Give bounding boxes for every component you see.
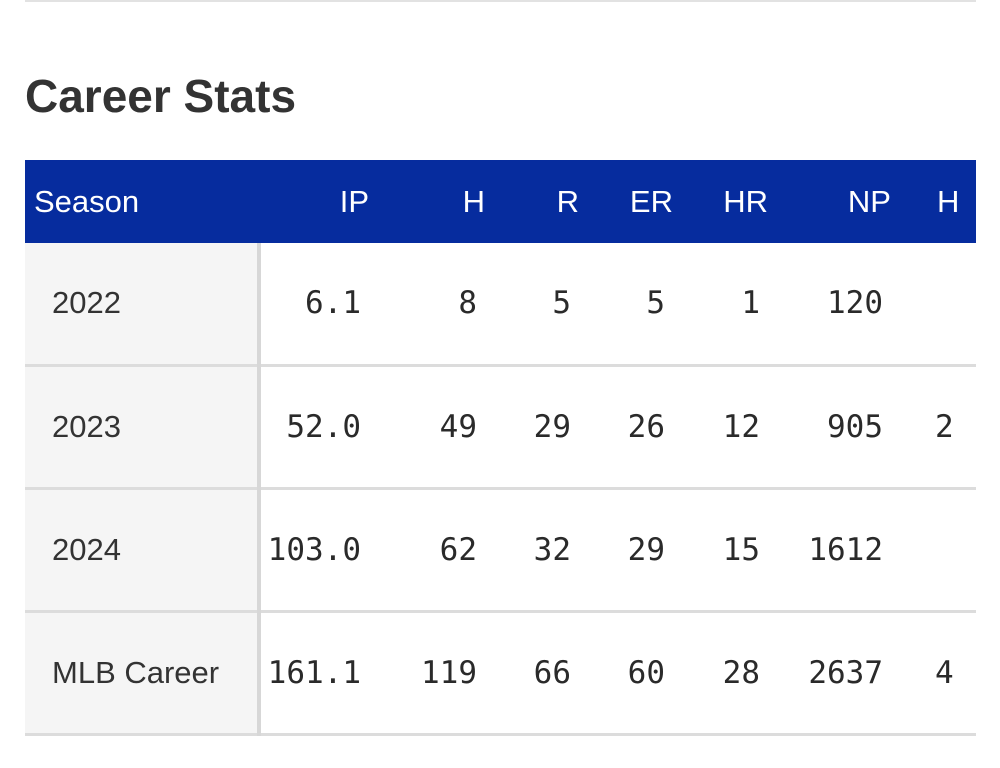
ip-cell: 103.0 <box>267 531 361 568</box>
column-header-hr[interactable]: HR <box>723 183 768 219</box>
table-header-row: Season IP H R ER HR NP H <box>25 160 976 243</box>
column-header-ip[interactable]: IP <box>339 183 369 219</box>
hr-cell: 12 <box>722 408 760 445</box>
table-row: 2023 52.0 49 29 26 12 905 2 <box>25 365 976 488</box>
ip-cell: 161.1 <box>267 654 361 691</box>
h-cell: 49 <box>439 408 477 445</box>
hr-cell: 15 <box>722 531 760 568</box>
np-cell: 120 <box>827 285 883 322</box>
np-cell: 1612 <box>808 531 883 568</box>
er-cell: 26 <box>627 408 665 445</box>
np-cell: 2637 <box>808 654 883 691</box>
ip-cell: 52.0 <box>286 408 361 445</box>
truncated-cell: 2 <box>935 408 954 445</box>
table-row: 2024 103.0 62 32 29 15 1612 <box>25 488 976 611</box>
er-cell: 5 <box>646 285 665 322</box>
season-cell: 2023 <box>25 365 261 488</box>
column-header-er[interactable]: ER <box>629 183 673 219</box>
column-header-np[interactable]: NP <box>847 183 891 219</box>
column-header-truncated[interactable]: H <box>937 183 960 219</box>
r-cell: 66 <box>533 654 571 691</box>
er-cell: 29 <box>627 531 665 568</box>
column-header-r[interactable]: R <box>556 183 579 219</box>
page-title: Career Stats <box>25 70 297 122</box>
table-row: 2022 6.1 8 5 5 1 120 <box>25 243 976 365</box>
column-header-h[interactable]: H <box>462 183 485 219</box>
season-cell: MLB Career <box>25 611 261 734</box>
np-cell: 905 <box>827 408 883 445</box>
er-cell: 60 <box>627 654 665 691</box>
r-cell: 29 <box>533 408 571 445</box>
h-cell: 62 <box>439 531 477 568</box>
h-cell: 8 <box>458 285 477 322</box>
ip-cell: 6.1 <box>305 285 361 322</box>
career-stats-table: Season IP H R ER HR NP H 2022 6.1 8 5 5 <box>25 160 976 736</box>
table-row: MLB Career 161.1 119 66 60 28 2637 4 <box>25 611 976 734</box>
truncated-cell <box>911 488 976 611</box>
truncated-cell: 4 <box>935 654 954 691</box>
r-cell: 32 <box>533 531 571 568</box>
h-cell: 119 <box>421 654 477 691</box>
season-cell: 2022 <box>25 243 261 365</box>
stats-table-scroll-container[interactable]: Season IP H R ER HR NP H 2022 6.1 8 5 5 <box>25 160 976 736</box>
truncated-cell <box>911 243 976 365</box>
season-cell: 2024 <box>25 488 261 611</box>
column-header-season[interactable]: Season <box>34 183 140 219</box>
top-divider <box>25 0 976 2</box>
r-cell: 5 <box>552 285 571 322</box>
hr-cell: 28 <box>722 654 760 691</box>
hr-cell: 1 <box>741 285 760 322</box>
